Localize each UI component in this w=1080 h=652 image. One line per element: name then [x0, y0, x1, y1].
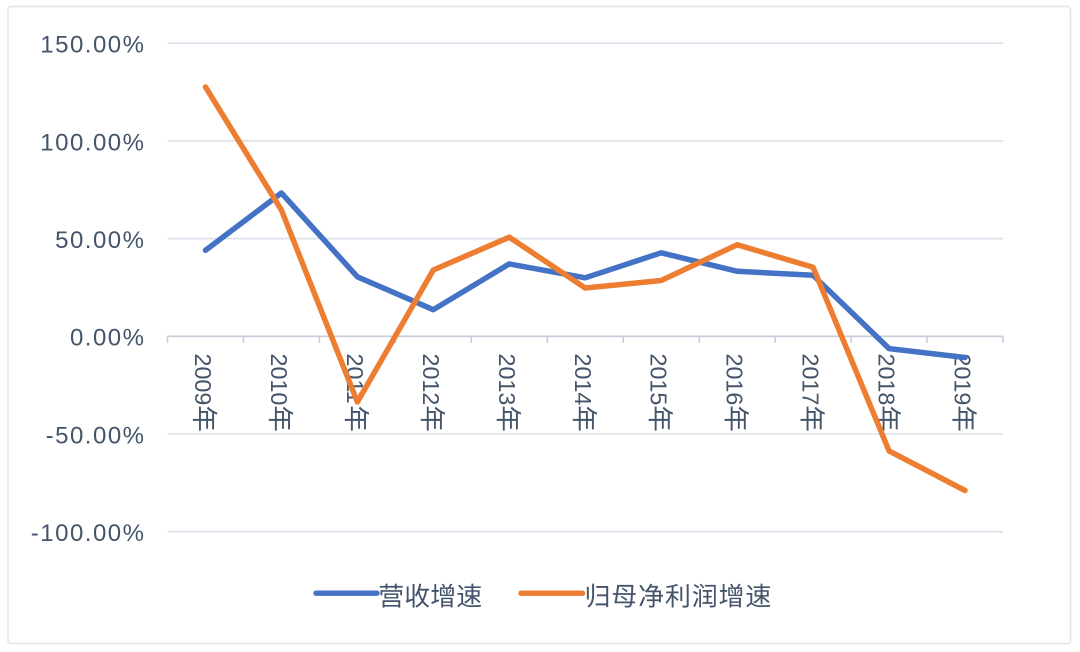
svg-text:2009: 2009	[190, 354, 216, 406]
svg-text:50.00%: 50.00%	[55, 227, 145, 254]
svg-text:2015: 2015	[646, 354, 672, 406]
svg-text:2013: 2013	[494, 354, 520, 406]
svg-text:2018: 2018	[874, 354, 900, 406]
svg-text:2017: 2017	[798, 354, 824, 406]
svg-text:0.00%: 0.00%	[70, 325, 146, 352]
svg-text:2010: 2010	[266, 354, 292, 406]
svg-text:2019: 2019	[950, 354, 976, 406]
svg-text:-100.00%: -100.00%	[31, 520, 146, 547]
svg-text:-50.00%: -50.00%	[46, 422, 146, 449]
svg-text:2012: 2012	[418, 354, 444, 406]
svg-text:2016: 2016	[722, 354, 748, 406]
svg-text:100.00%: 100.00%	[40, 129, 145, 156]
svg-text:150.00%: 150.00%	[40, 32, 145, 59]
svg-text:2014: 2014	[570, 354, 596, 406]
